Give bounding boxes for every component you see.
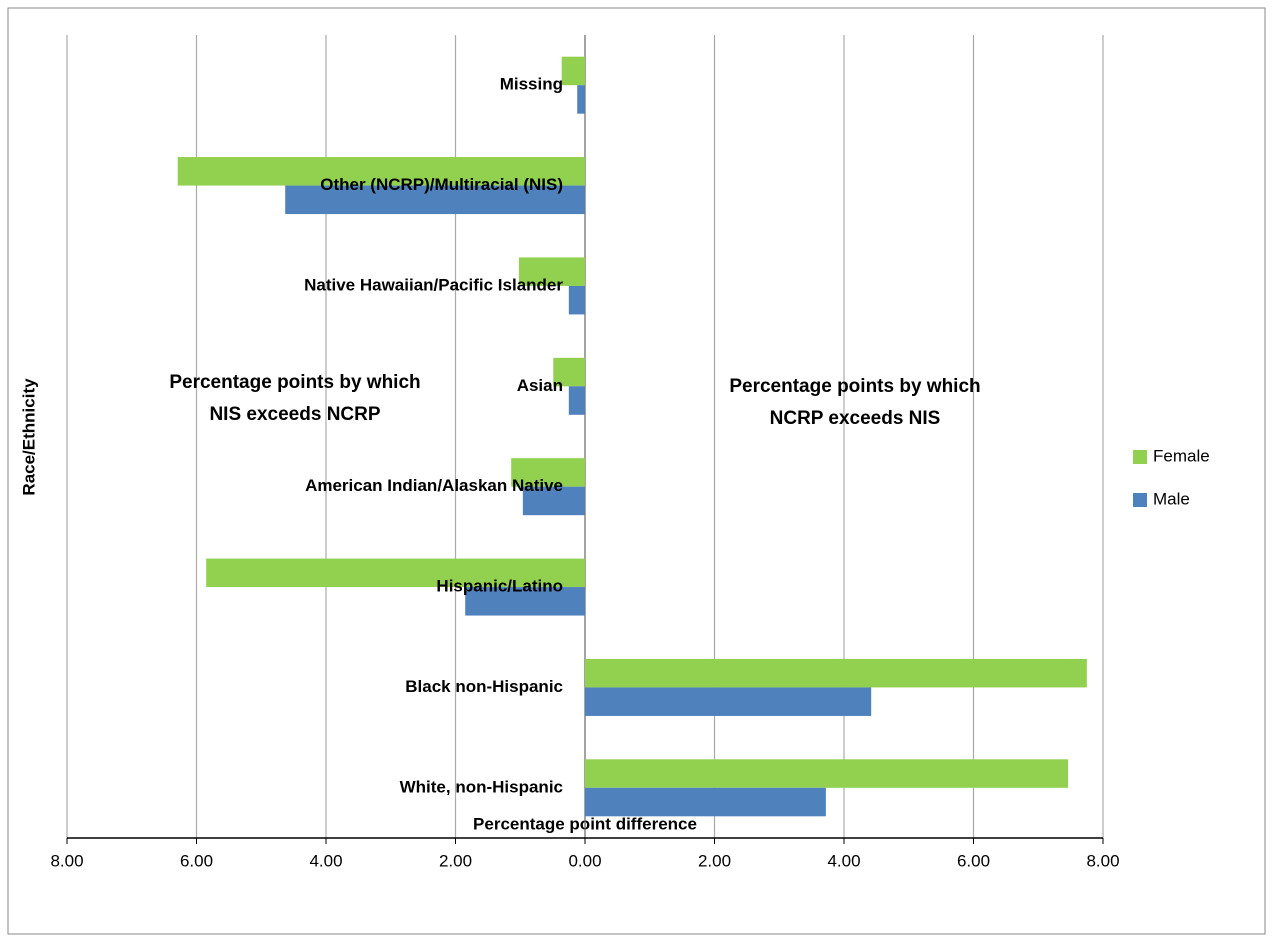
- category-label: White, non-Hispanic: [400, 777, 563, 796]
- bar: [568, 386, 585, 415]
- bar: [585, 658, 1087, 688]
- bar: [518, 257, 585, 286]
- annotation: NCRP exceeds NIS: [770, 408, 941, 429]
- bar: [561, 56, 585, 86]
- x-tick-label: 6.00: [957, 851, 990, 870]
- bar: [585, 687, 872, 716]
- bar: [206, 558, 585, 588]
- category-label: American Indian/Alaskan Native: [305, 476, 563, 495]
- x-tick-label: 8.00: [50, 851, 83, 870]
- category-label: Asian: [517, 376, 563, 395]
- category-label: Hispanic/Latino: [436, 577, 563, 596]
- bar: [285, 185, 585, 215]
- bar: [585, 787, 826, 817]
- x-tick-label: 4.00: [827, 851, 860, 870]
- bar: [177, 157, 585, 186]
- x-tick-label: 4.00: [309, 851, 342, 870]
- category-label: Native Hawaiian/Pacific Islander: [304, 275, 563, 294]
- annotation: NIS exceeds NCRP: [209, 404, 380, 425]
- annotation: Percentage points by which: [169, 372, 420, 393]
- category-label: Black non-Hispanic: [405, 677, 563, 696]
- bar: [577, 85, 585, 114]
- x-tick-label: 2.00: [698, 851, 731, 870]
- x-tick-label: 6.00: [180, 851, 213, 870]
- category-label: Other (NCRP)/Multiracial (NIS): [320, 175, 563, 194]
- legend-swatch: [1133, 450, 1147, 464]
- legend-swatch: [1133, 493, 1147, 507]
- x-tick-label: 0.00: [568, 851, 601, 870]
- category-label: Missing: [500, 75, 563, 94]
- annotation: Percentage points by which: [729, 376, 980, 397]
- x-tick-label: 8.00: [1086, 851, 1119, 870]
- bar: [553, 357, 585, 387]
- y-axis-label: Race/Ethnicity: [19, 378, 38, 496]
- bar: [465, 587, 585, 616]
- bar: [522, 486, 585, 516]
- legend-label: Male: [1153, 489, 1190, 508]
- x-tick-label: 2.00: [439, 851, 472, 870]
- bar: [511, 458, 585, 487]
- bar: [585, 759, 1069, 788]
- bar: [568, 285, 585, 315]
- legend-label: Female: [1153, 446, 1210, 465]
